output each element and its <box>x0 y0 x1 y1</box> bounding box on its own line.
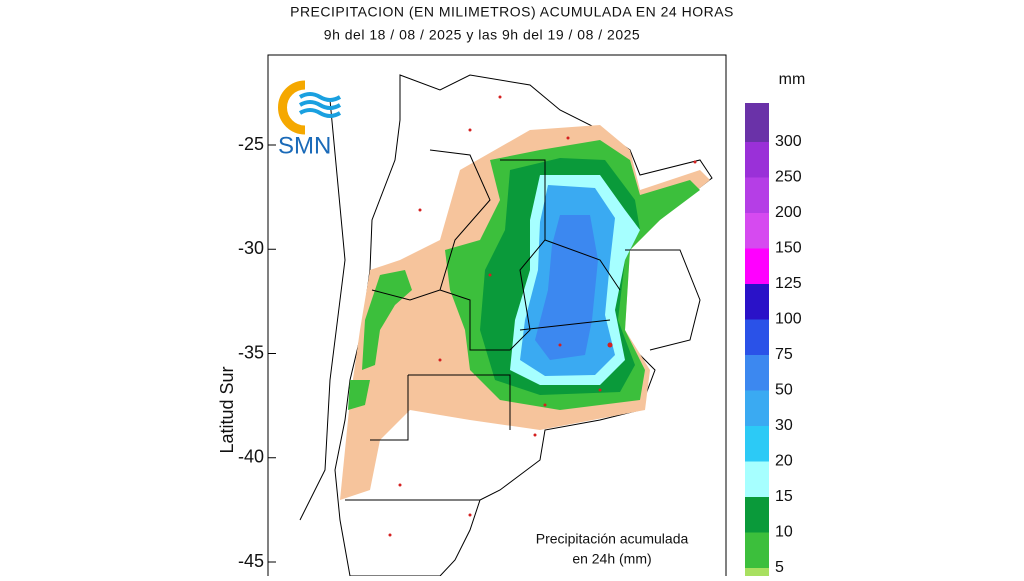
legend-label: 125 <box>775 275 802 292</box>
annotation: en 24h (mm) <box>572 551 651 567</box>
y-tick-label: -35 <box>238 342 264 362</box>
legend-swatch <box>745 248 769 284</box>
legend-label: 5 <box>775 559 784 576</box>
legend-label: 20 <box>775 453 793 470</box>
legend-swatch <box>745 497 769 533</box>
legend-label: 100 <box>775 311 802 328</box>
precip-area <box>535 215 598 360</box>
subtitle: 9h del 18 / 08 / 2025 y las 9h del 19 / … <box>324 27 640 43</box>
legend-label: 300 <box>775 133 802 150</box>
legend-swatch <box>745 532 769 568</box>
y-tick-label: -30 <box>238 238 264 258</box>
legend-label: 200 <box>775 204 802 221</box>
legend-swatch <box>745 103 769 142</box>
y-tick-label: -45 <box>238 551 264 571</box>
legend-swatch <box>745 461 769 497</box>
y-tick-label: -25 <box>238 134 264 154</box>
legend-label: 75 <box>775 346 793 363</box>
legend-swatch <box>745 390 769 426</box>
legend-label: 10 <box>775 524 793 541</box>
y-axis-label: Latitud Sur <box>217 366 237 453</box>
legend-swatch <box>745 213 769 249</box>
legend-unit: mm <box>779 71 806 88</box>
logo-text: SMN <box>278 132 331 159</box>
legend-swatch <box>745 568 769 576</box>
y-tick-label: -40 <box>238 447 264 467</box>
logo: SMN <box>278 80 342 159</box>
map-area: SMN Precipitación acumulada en 24h (mm) <box>267 54 727 581</box>
title: PRECIPITACION (EN MILIMETROS) ACUMULADA … <box>290 4 734 20</box>
legend-label: 50 <box>775 382 793 399</box>
legend-swatch <box>745 284 769 320</box>
legend-swatch <box>745 355 769 391</box>
legend-swatch <box>745 426 769 462</box>
legend-swatch <box>745 319 769 355</box>
legend-label: 150 <box>775 240 802 257</box>
legend-label: 15 <box>775 488 793 505</box>
stations <box>388 95 697 537</box>
province-borders <box>299 99 701 521</box>
legend-label: 250 <box>775 169 802 186</box>
precip-area <box>348 380 370 410</box>
legend-swatch <box>745 177 769 213</box>
annotation: Precipitación acumulada <box>536 531 689 547</box>
precip-area <box>362 270 412 370</box>
legend-label: 30 <box>775 417 793 434</box>
legend-swatch <box>745 142 769 178</box>
